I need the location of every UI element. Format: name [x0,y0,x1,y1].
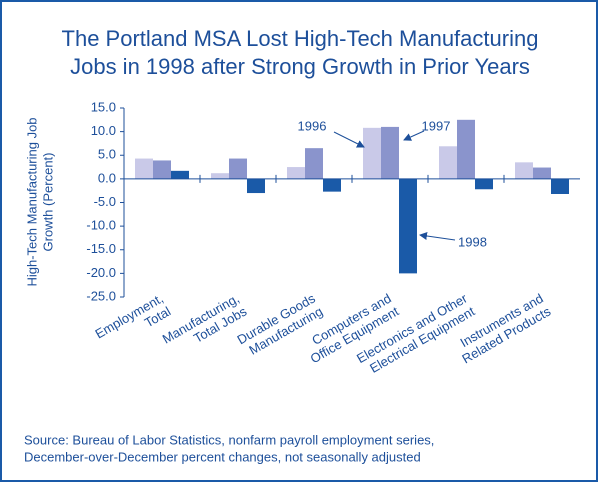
bar [305,148,323,179]
y-tick-label: 15.0 [91,99,116,114]
y-axis-title-line: High-Tech Manufacturing Job [24,117,39,286]
bar [439,146,457,179]
bar [135,158,153,179]
y-tick-label: -25.0 [86,288,116,303]
source-note: December-over-December percent changes, … [24,449,421,464]
source-note: Source: Bureau of Labor Statistics, nonf… [24,432,434,447]
bar [363,127,381,179]
bar [287,167,305,179]
bar [381,126,399,179]
chart-title: The Portland MSA Lost High-Tech Manufact… [62,26,539,51]
bar [211,173,229,179]
y-tick-label: -10.0 [86,218,116,233]
y-tick-label: -20.0 [86,265,116,280]
y-axis-title: High-Tech Manufacturing Job Growth (Perc… [24,117,55,286]
y-tick-label: 5.0 [98,147,116,162]
y-axis-title-line: Growth (Percent) [40,153,55,252]
legend-label: 1998 [458,234,487,249]
y-tick-label: 0.0 [98,170,116,185]
bar [229,158,247,179]
bar [475,178,493,190]
legend-label: 1996 [298,118,327,133]
bar [551,178,569,194]
legend-arrow [403,130,425,141]
chart-title: Jobs in 1998 after Strong Growth in Prio… [70,54,530,79]
bar [457,119,475,179]
legend-arrow [419,232,456,241]
y-tick-label: -5.0 [94,194,116,209]
bar [323,178,341,192]
y-tick-label: 10.0 [91,123,116,138]
legend-arrow [333,131,365,148]
y-tick-label: -15.0 [86,241,116,256]
legend-label: 1997 [422,118,451,133]
bar [399,178,417,274]
bar [171,170,189,179]
bar [153,160,171,179]
bar [515,162,533,179]
bar [533,167,551,179]
bar [247,178,265,194]
